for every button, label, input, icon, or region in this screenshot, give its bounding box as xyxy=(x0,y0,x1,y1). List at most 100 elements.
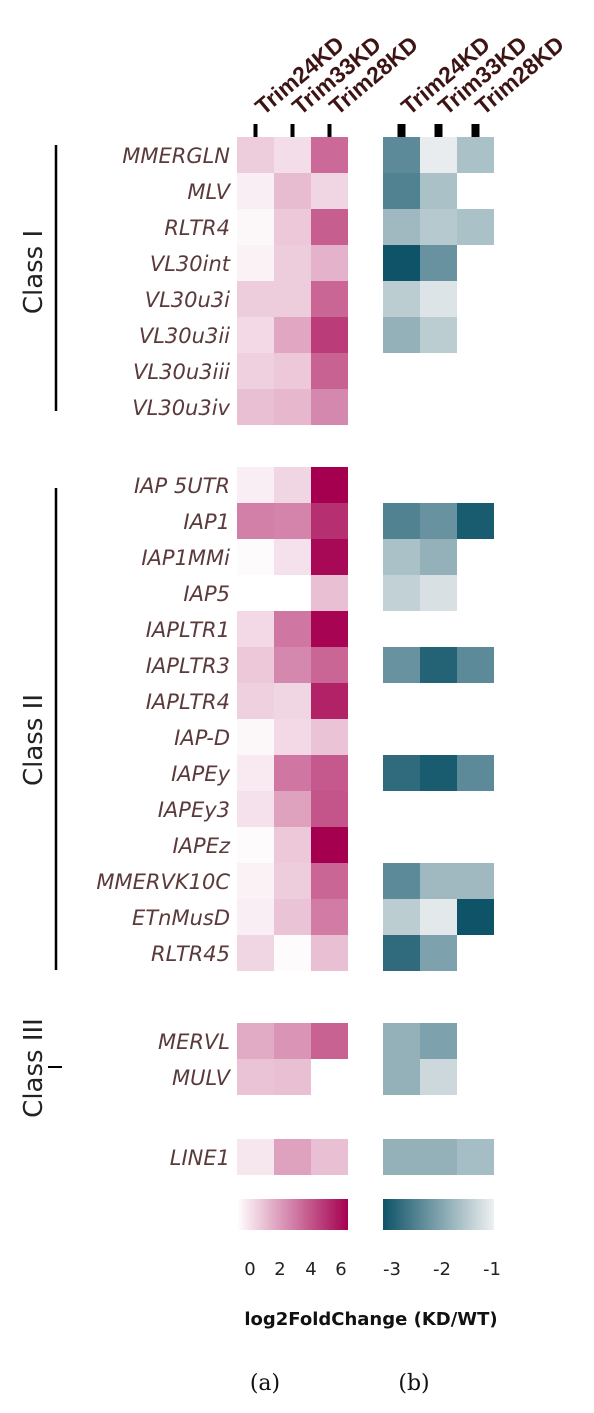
row-label: MMERVK10C xyxy=(96,870,230,894)
heatmap-cell xyxy=(237,719,274,755)
heatmap-cell xyxy=(311,791,348,827)
heatmap-cell xyxy=(311,539,348,575)
heatmap-cell xyxy=(383,317,420,353)
heatmap-cell xyxy=(420,317,457,353)
row-label: MMERGLN xyxy=(122,144,230,168)
heatmap-cell xyxy=(383,137,420,173)
heatmap-cell xyxy=(274,245,311,281)
colorbar-tick-label: 6 xyxy=(335,1259,346,1280)
heatmap-cell xyxy=(274,899,311,935)
row-label: IAPLTR3 xyxy=(146,654,230,678)
class-iii-label: Class III xyxy=(19,1018,49,1118)
heatmap-cell xyxy=(237,317,274,353)
heatmap-cell xyxy=(274,719,311,755)
heatmap-cell xyxy=(311,863,348,899)
heatmap-cell xyxy=(420,245,457,281)
heatmap-cell xyxy=(420,209,457,245)
heatmap-cell xyxy=(237,173,274,209)
class-ii-label: Class II xyxy=(19,694,49,786)
column-tick xyxy=(434,124,443,137)
heatmap-cell xyxy=(237,245,274,281)
heatmap-cell xyxy=(237,899,274,935)
heatmap-cell xyxy=(237,353,274,389)
heatmap-cell xyxy=(274,1023,311,1059)
heatmap-cell xyxy=(457,863,494,899)
row-label: MLV xyxy=(187,180,231,204)
row-labels: MMERGLN MLV RLTR4 VL30int VL30u3i VL30u3ii VL3… xyxy=(96,144,231,1170)
heatmap-cell xyxy=(274,935,311,971)
heatmap-cell xyxy=(237,1059,274,1095)
heatmap-cell xyxy=(311,647,348,683)
heatmap-cell xyxy=(383,173,420,209)
heatmap-cell xyxy=(383,503,420,539)
heatmap-cell xyxy=(274,209,311,245)
row-label: IAP 5UTR xyxy=(134,474,230,498)
heatmap-cell xyxy=(383,1023,420,1059)
heatmap-cell xyxy=(420,647,457,683)
column-tick xyxy=(290,124,295,137)
column-tick xyxy=(397,124,406,137)
heatmap-cell xyxy=(237,683,274,719)
heatmap-cell xyxy=(274,281,311,317)
heatmap-cell xyxy=(237,137,274,173)
heatmap-cell xyxy=(383,863,420,899)
row-label: MULV xyxy=(172,1066,232,1090)
heatmap-panel-a xyxy=(237,137,348,1175)
heatmap-cell xyxy=(237,1139,274,1175)
heatmap-cell xyxy=(420,575,457,611)
row-label: VL30u3ii xyxy=(139,324,230,348)
panel-label-b: (b) xyxy=(398,1371,429,1396)
column-ticks xyxy=(253,124,480,137)
row-label: LINE1 xyxy=(170,1146,230,1170)
heatmap-cell xyxy=(237,281,274,317)
heatmap-cell xyxy=(420,281,457,317)
heatmap-cell xyxy=(457,647,494,683)
heatmap-cell xyxy=(237,575,274,611)
colorbar-tick-label: 4 xyxy=(305,1259,316,1280)
heatmap-cell xyxy=(383,245,420,281)
colorbar-tick-label: -3 xyxy=(383,1259,401,1280)
heatmap-cell xyxy=(311,245,348,281)
colorbar-b xyxy=(383,1199,494,1230)
heatmap-cell xyxy=(311,317,348,353)
row-label: IAPEz xyxy=(172,834,230,858)
heatmap-cell xyxy=(274,1059,311,1095)
heatmap-cell xyxy=(274,467,311,503)
heatmap-cell xyxy=(457,1139,494,1175)
heatmap-cell xyxy=(420,755,457,791)
heatmap-cell xyxy=(274,791,311,827)
heatmap-cell xyxy=(383,209,420,245)
heatmap-cell xyxy=(420,899,457,935)
heatmap-cell xyxy=(311,503,348,539)
heatmap-cell xyxy=(274,389,311,425)
heatmap-cell xyxy=(457,137,494,173)
heatmap-cell xyxy=(311,137,348,173)
column-tick xyxy=(253,124,258,137)
heatmap-cell xyxy=(420,1023,457,1059)
heatmap-cell xyxy=(237,389,274,425)
heatmap-cell xyxy=(420,1139,457,1175)
heatmap-cell xyxy=(311,755,348,791)
heatmap-cell xyxy=(274,137,311,173)
heatmap-cell xyxy=(311,353,348,389)
heatmap-cell xyxy=(274,317,311,353)
heatmap-cell xyxy=(237,539,274,575)
colorbar-tick-label: 2 xyxy=(274,1259,285,1280)
heatmap-cell xyxy=(274,647,311,683)
heatmap-cell xyxy=(237,827,274,863)
heatmap-cell xyxy=(383,281,420,317)
heatmap-cell xyxy=(274,863,311,899)
colorbar-tick-label: -1 xyxy=(483,1259,501,1280)
colorbar-tick-label: -2 xyxy=(433,1259,451,1280)
panel-label-a: (a) xyxy=(250,1371,280,1396)
row-label: IAPEy xyxy=(171,762,230,786)
row-label: ETnMusD xyxy=(132,906,230,930)
row-label: VL30u3iii xyxy=(133,360,230,384)
heatmap-cell xyxy=(383,935,420,971)
row-label: IAPLTR4 xyxy=(146,690,230,714)
heatmap-cell xyxy=(311,611,348,647)
heatmap-cell xyxy=(383,755,420,791)
heatmap-cell xyxy=(311,935,348,971)
row-label: IAPLTR1 xyxy=(146,618,230,642)
